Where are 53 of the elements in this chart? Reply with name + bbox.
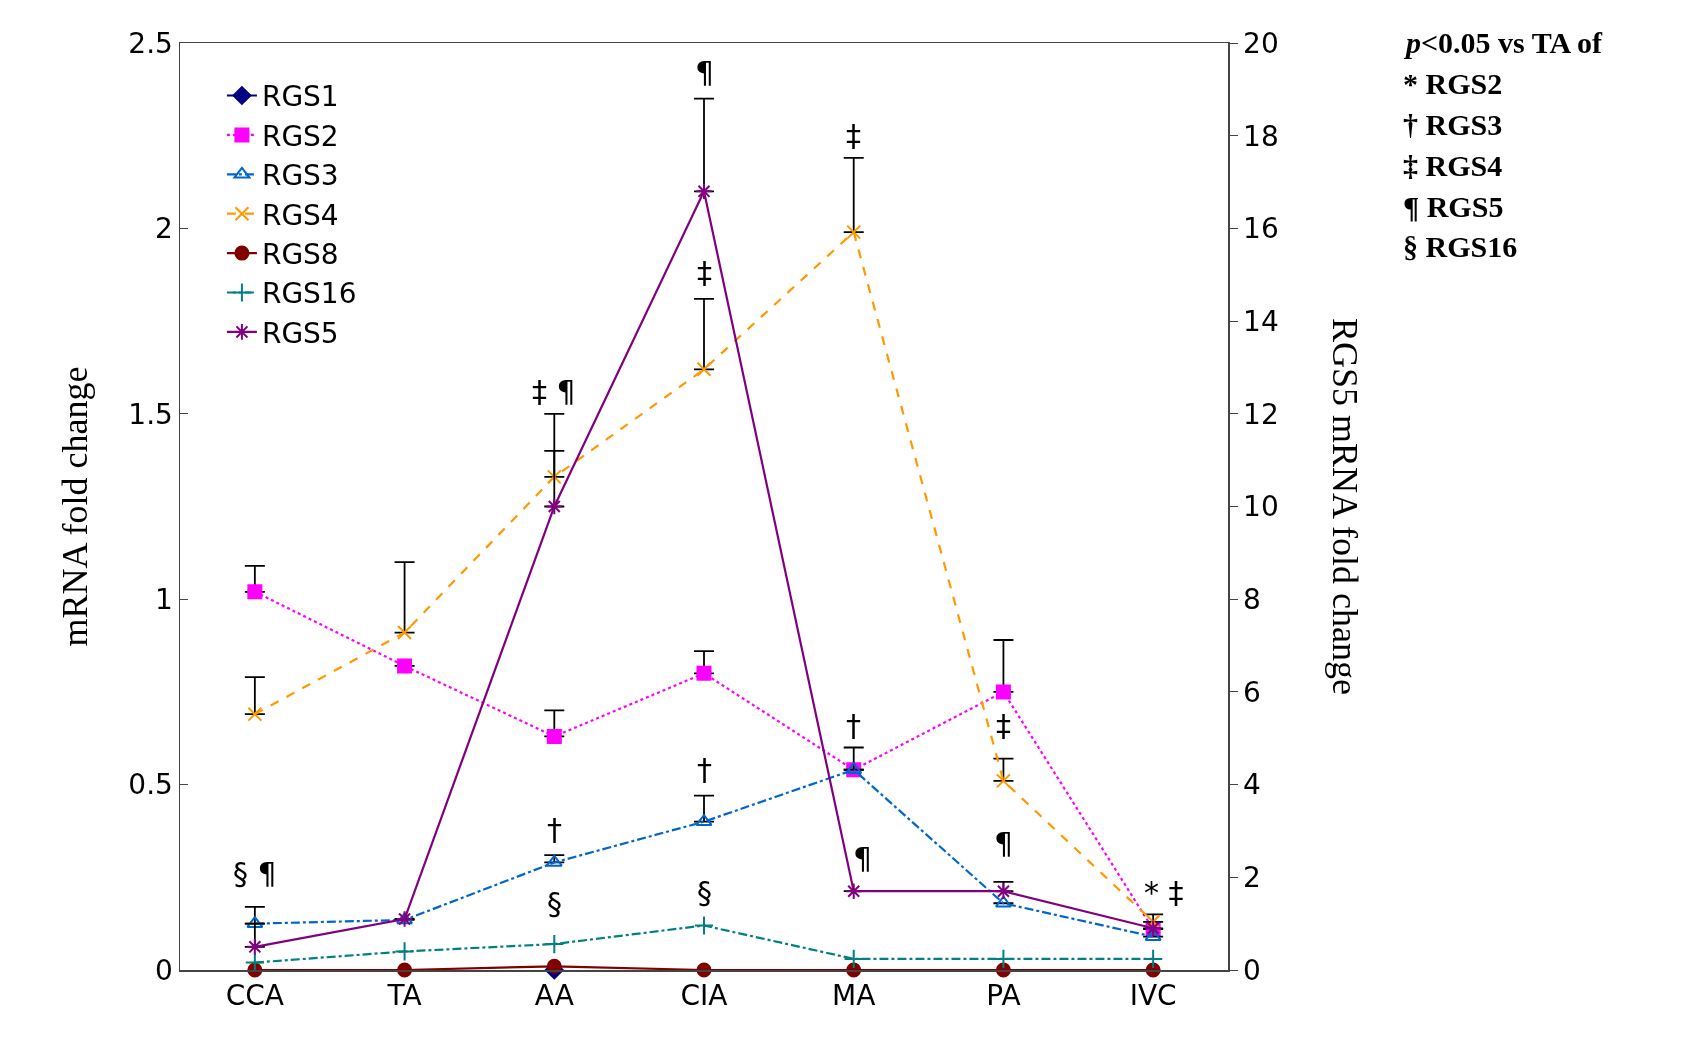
annotation: ‡ ¶ <box>532 374 576 409</box>
y2-tick-label: 8 <box>1243 583 1261 616</box>
y-tick-label: 1 <box>155 583 173 616</box>
legend-label: RGS2 <box>261 119 339 153</box>
annotation: * ‡ <box>1144 875 1184 910</box>
annotation: † <box>697 752 712 787</box>
y2-tick-label: 18 <box>1243 119 1279 153</box>
x-tick-label: AA <box>534 979 574 1013</box>
text: § RGS16 <box>1403 230 1518 263</box>
annotation: ¶ <box>853 841 873 876</box>
text: * RGS2 <box>1403 67 1503 100</box>
y2-tick-label: 10 <box>1243 490 1279 524</box>
legend-label: RGS8 <box>261 238 339 272</box>
annotation: ¶ <box>695 55 715 90</box>
text: ¶ RGS5 <box>1403 190 1504 223</box>
y-tick-label: 0 <box>155 953 173 987</box>
legend-label: RGS3 <box>261 159 339 193</box>
y-tick-label: 2.5 <box>128 26 173 60</box>
y2-axis-title: RGS5 mRNA fold change <box>1325 318 1366 695</box>
annotation: § <box>547 886 562 921</box>
text: ‡ RGS4 <box>1403 149 1503 182</box>
annotation: § ¶ <box>233 856 277 891</box>
y2-tick-label: 20 <box>1243 26 1279 60</box>
y2-tick-label: 16 <box>1243 212 1279 246</box>
x-tick-label: IVC <box>1129 979 1177 1013</box>
legend-label: RGS16 <box>261 277 357 311</box>
x-tick-label: CIA <box>680 979 728 1013</box>
annotation: † <box>547 812 562 847</box>
text: p<0.05 vs TA of <box>1403 26 1604 59</box>
y-tick-label: 1.5 <box>128 397 173 431</box>
y2-tick-label: 2 <box>1243 861 1261 895</box>
annotation: ¶ <box>994 826 1014 861</box>
y2-tick-label: 14 <box>1243 304 1279 338</box>
y2-tick-label: 4 <box>1243 768 1261 802</box>
y2-tick-label: 12 <box>1243 397 1279 431</box>
y2-tick-label: 0 <box>1243 953 1261 987</box>
text: † RGS3 <box>1403 108 1503 141</box>
x-tick-label: CCA <box>225 979 284 1013</box>
x-tick-label: PA <box>986 979 1021 1013</box>
annotation: † <box>846 708 861 743</box>
legend-label: RGS5 <box>261 316 339 350</box>
legend-label: RGS4 <box>261 198 339 232</box>
annotation: ‡ <box>996 708 1011 743</box>
annotation: § <box>697 875 712 910</box>
y-axis-title: mRNA fold change <box>54 366 95 647</box>
annotation: ‡ <box>846 118 861 153</box>
annotation: ‡ <box>697 255 712 290</box>
y-tick-label: 2 <box>155 212 173 246</box>
y-tick-label: 0.5 <box>128 768 173 802</box>
x-tick-label: MA <box>832 979 876 1013</box>
y2-tick-label: 6 <box>1243 675 1261 709</box>
legend-label: RGS1 <box>261 80 339 114</box>
x-tick-label: TA <box>386 979 422 1013</box>
